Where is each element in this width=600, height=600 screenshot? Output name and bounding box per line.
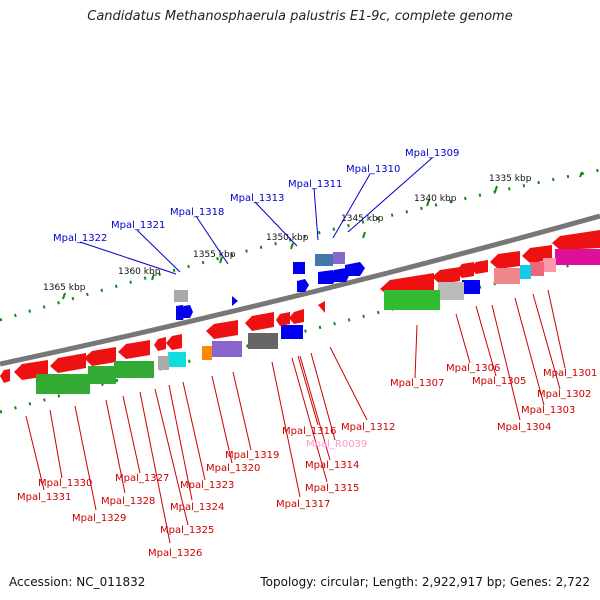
gene-label: Mpal_1310 [346, 164, 400, 175]
gene-reverse [490, 251, 520, 269]
gene-label: Mpal_1327 [115, 473, 169, 484]
gene-reverse [154, 337, 166, 351]
gene-label: Mpal_1330 [38, 478, 92, 489]
gene-forward [334, 268, 350, 282]
gene-reverse [318, 301, 325, 313]
gene-reverse [118, 340, 150, 359]
gene-label: Mpal_1319 [225, 450, 279, 461]
gene-label: Mpal_1317 [276, 499, 330, 510]
reverse-strand-genes [0, 230, 600, 394]
gene-reverse [114, 361, 154, 378]
gene-label: Mpal_1301 [543, 368, 597, 379]
gene-reverse [166, 334, 182, 350]
gene-label: Mpal_1325 [160, 525, 214, 536]
gene-label: Mpal_1331 [17, 492, 71, 503]
gene-mpal-1309 [345, 262, 365, 276]
gene-label: Mpal_1328 [101, 496, 155, 507]
gene-reverse [88, 366, 116, 384]
gene-reverse [438, 282, 464, 300]
gene-label: Mpal_1304 [497, 422, 551, 433]
gene-label: Mpal_1311 [288, 179, 342, 190]
gene-label: Mpal_1322 [53, 233, 107, 244]
gene-reverse [432, 267, 460, 284]
gene-reverse [552, 230, 600, 250]
gene-mpal-1318 [174, 290, 188, 302]
ruler-label: 1340 kbp [414, 194, 457, 204]
gene-forward [184, 305, 193, 318]
gene-label: Mpal_1305 [472, 376, 526, 387]
gene-label: Mpal_1324 [170, 502, 224, 513]
gene-label: Mpal_1312 [341, 422, 395, 433]
gene-reverse [384, 290, 440, 310]
gene-forward [176, 305, 186, 320]
gene-reverse [168, 352, 186, 367]
gene-label: Mpal_1307 [390, 378, 444, 389]
gene-reverse [276, 312, 290, 326]
gene-label: Mpal_1316 [282, 426, 336, 437]
gene-reverse [212, 341, 242, 357]
gene-label: Mpal_1306 [446, 363, 500, 374]
ruler-label: 1365 kbp [43, 283, 86, 293]
gene-reverse [289, 309, 304, 324]
forward-strand-genes [174, 252, 480, 339]
ruler-label: 1360 kbp [118, 267, 161, 277]
gene-mpal-1311 [315, 254, 333, 266]
gene-label: Mpal_1321 [111, 220, 165, 231]
gene-mpal-1310 [333, 252, 345, 264]
gene-forward [281, 325, 303, 339]
gene-label: Mpal_1302 [537, 389, 591, 400]
gene-label: Mpal_1326 [148, 548, 202, 559]
gene-reverse [248, 333, 278, 349]
gene-reverse [206, 320, 238, 339]
gene-reverse [158, 356, 169, 370]
gene-mpal-1313 [293, 262, 305, 274]
ruler-label: 1335 kbp [489, 174, 532, 184]
gene-label: Mpal_1329 [72, 513, 126, 524]
gene-reverse [202, 346, 212, 360]
accession-text: Accession: NC_011832 [9, 575, 146, 589]
gene-label: Mpal_1315 [305, 483, 359, 494]
gene-label: Mpal_1318 [170, 207, 224, 218]
gene-reverse [470, 260, 488, 274]
gene-forward [462, 280, 480, 294]
gene-reverse [543, 258, 556, 272]
chromosome-backbone [0, 213, 600, 367]
gene-label: Mpal_1313 [230, 193, 284, 204]
gene-label: Mpal_1314 [305, 460, 359, 471]
gene-reverse [520, 265, 531, 279]
bottom-leader-lines [25, 289, 566, 544]
gene-label: Mpal_1309 [405, 148, 459, 159]
genome-summary-text: Topology: circular; Length: 2,922,917 bp… [260, 575, 590, 589]
gene-reverse [494, 268, 520, 284]
gene-forward [318, 270, 338, 284]
gene-reverse [456, 262, 474, 278]
gene-label: Mpal_R0039 [306, 439, 367, 450]
ruler-label: 1350 kbp [266, 233, 309, 243]
gene-reverse [530, 262, 544, 276]
ruler-label: 1355 kbp [193, 250, 236, 260]
gene-label: Mpal_1320 [206, 463, 260, 474]
gene-label: Mpal_1323 [180, 480, 234, 491]
gene-reverse [84, 347, 116, 366]
ruler-major-ticks [62, 171, 583, 300]
map-title: Candidatus Methanosphaerula palustris E1… [87, 9, 513, 24]
gene-reverse [555, 249, 600, 265]
gene-reverse [0, 369, 10, 383]
gene-reverse [36, 374, 90, 394]
top-leader-lines [79, 157, 433, 275]
gene-forward [232, 296, 238, 306]
gene-reverse [245, 312, 274, 331]
gene-label: Mpal_1303 [521, 405, 575, 416]
gene-forward [297, 279, 309, 292]
gene-reverse [50, 353, 86, 373]
